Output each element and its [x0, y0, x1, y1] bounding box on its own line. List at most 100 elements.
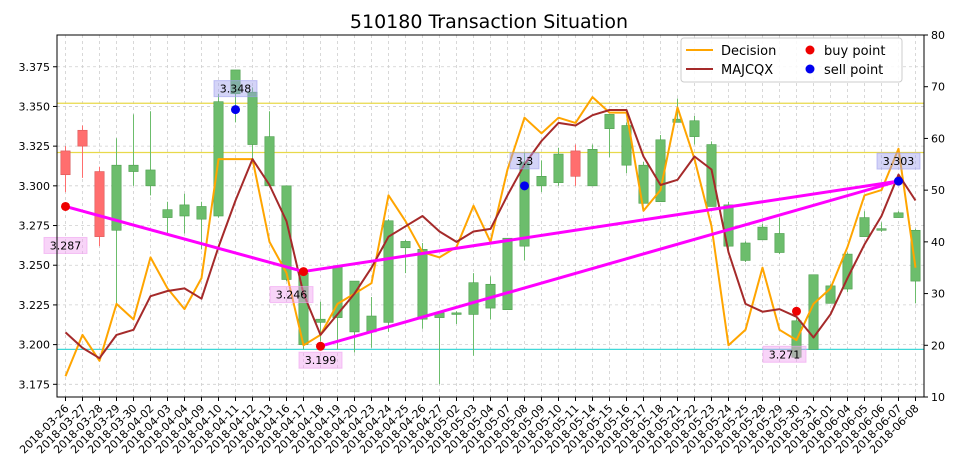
candle: [162, 201, 173, 234]
candle: [60, 146, 71, 193]
candle-body: [162, 209, 173, 218]
candle-body: [417, 249, 428, 320]
buy-point-marker: [299, 267, 308, 277]
y2-tick-label: 50: [931, 184, 945, 197]
candle-body: [281, 185, 292, 280]
buy-label: 3.287: [50, 239, 82, 252]
candle-body: [77, 129, 88, 147]
candle: [111, 138, 122, 307]
trade-layer: 3.287 3.348 3.246 3.199 3.3 3.271 3.303: [43, 80, 921, 369]
candle: [264, 111, 275, 187]
candle: [145, 111, 156, 196]
reference-lines: [57, 102, 924, 350]
candle: [536, 160, 547, 193]
candle: [587, 144, 598, 187]
candle-body: [587, 149, 598, 187]
candle: [876, 222, 887, 232]
sell-label: 3.3: [516, 155, 534, 168]
buy-label-box: [298, 351, 343, 369]
candle-body: [179, 204, 190, 217]
y-tick-label: 3.225: [19, 299, 51, 312]
candle-body: [111, 164, 122, 231]
chart-title: 510180 Transaction Situation: [350, 11, 628, 33]
legend-label: buy point: [824, 44, 885, 59]
candle-body: [383, 220, 394, 323]
candle-body: [774, 233, 785, 253]
sell-label-box: [509, 152, 540, 170]
candle-body: [757, 226, 768, 241]
y2-tick-label: 20: [931, 339, 945, 352]
candle: [604, 114, 615, 158]
candle: [859, 211, 870, 237]
candle: [179, 193, 190, 234]
sell-label-box: [876, 152, 921, 170]
trade-connector: [320, 179, 899, 348]
candle-body: [145, 169, 156, 187]
candle: [417, 242, 428, 329]
legend-marker-swatch: [805, 45, 815, 55]
y-tick-label: 3.175: [19, 378, 51, 391]
candle: [196, 201, 207, 250]
candle-body: [706, 144, 717, 207]
candle-body: [740, 242, 751, 261]
candle-body: [536, 176, 547, 187]
y-tick-label: 3.325: [19, 140, 51, 153]
candle-body: [468, 282, 479, 315]
candle: [434, 311, 445, 385]
candle-body: [128, 164, 139, 172]
buy-label-box: [43, 236, 88, 254]
y2-tick-label: 70: [931, 81, 945, 94]
candle-body: [247, 91, 258, 145]
legend-label: Decision: [721, 44, 776, 59]
candle-body: [451, 312, 462, 315]
legend-label: sell point: [824, 63, 883, 78]
candle-body: [315, 318, 326, 323]
candle-body: [859, 217, 870, 237]
candle-body: [876, 228, 887, 231]
candle: [655, 135, 666, 203]
y-tick-label: 3.250: [19, 259, 51, 272]
candle-body: [519, 161, 530, 247]
buy-label: 3.199: [305, 354, 337, 367]
candle-body: [230, 69, 241, 95]
candle: [77, 125, 88, 178]
trade-connector: [303, 179, 899, 274]
buy-label: 3.271: [769, 348, 801, 361]
y2-tick-label: 80: [931, 29, 945, 42]
buy-label-box: [762, 345, 807, 363]
candle: [94, 166, 105, 247]
candle: [893, 211, 904, 218]
candle-body: [893, 212, 904, 218]
buy-point-marker: [316, 341, 325, 351]
y-tick-label: 3.275: [19, 220, 51, 233]
y-tick-label: 3.200: [19, 339, 51, 352]
candle-body: [502, 237, 513, 310]
candle: [757, 223, 768, 241]
candle-body: [570, 150, 581, 177]
y2-tick-label: 40: [931, 236, 945, 249]
candle: [468, 273, 479, 356]
candle: [553, 147, 564, 186]
y-tick-label: 3.350: [19, 100, 51, 113]
candle-body: [60, 150, 71, 176]
sell-point-marker: [520, 181, 529, 191]
buy-point-marker: [61, 201, 70, 211]
candle: [502, 237, 513, 310]
buy-label-box: [269, 286, 314, 304]
y2-tick-label: 10: [931, 391, 945, 404]
candle-body: [604, 114, 615, 129]
candle: [519, 152, 530, 261]
candle: [740, 241, 751, 263]
candle-body: [196, 206, 207, 220]
candle: [332, 265, 343, 350]
candle: [213, 93, 224, 218]
candle: [842, 252, 853, 293]
candle: [366, 296, 377, 348]
candle: [774, 217, 785, 255]
candle: [247, 87, 258, 164]
y-tick-label: 3.375: [19, 61, 51, 74]
candle-body: [689, 120, 700, 137]
trade-connector: [65, 205, 304, 274]
candle-body: [349, 280, 360, 333]
